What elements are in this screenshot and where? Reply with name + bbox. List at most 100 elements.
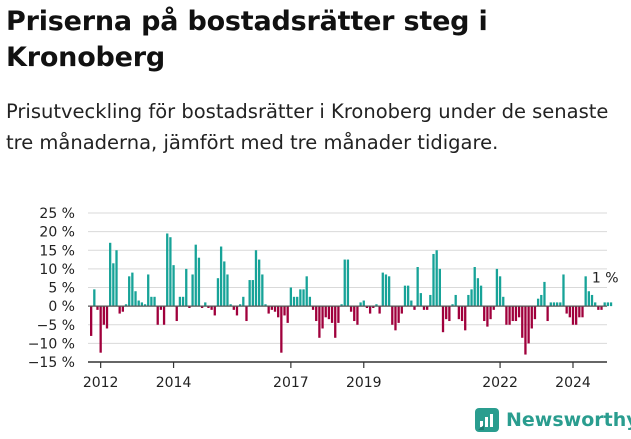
bar [194,244,197,307]
bar [235,306,239,316]
bar [524,306,527,355]
bar [337,306,340,323]
bar [156,306,159,325]
bar [479,285,483,307]
bar [546,306,549,322]
bar [191,274,194,307]
bar [102,306,105,325]
bar [264,304,267,307]
bar [391,306,394,325]
bar [451,304,454,307]
bar [359,302,362,307]
bar [460,306,464,322]
bar [600,306,603,310]
bar [597,306,600,310]
bar [292,296,296,307]
y-axis-tick-labels: 25 % 20 % 15 % 10 % 5 % 0 % −5 % −10 % −15 % [28,206,75,371]
bar [153,296,156,307]
bar [296,296,299,307]
x-tick-label: 2024 [555,375,591,391]
bar [530,306,533,329]
bar [118,306,121,314]
bar [540,294,543,307]
bar [169,237,172,307]
bar [362,300,365,307]
bar [321,306,324,329]
bar [441,306,445,333]
bar [559,302,562,307]
y-tick-label: 20 % [39,225,75,241]
bar [394,306,397,331]
bar [232,306,235,310]
bar [584,276,587,307]
bar [273,306,277,312]
bar [261,274,264,307]
bar [464,306,467,331]
bar [302,289,305,307]
bar [343,259,346,307]
bar [555,302,559,307]
bar [245,306,248,322]
bar [181,296,185,307]
y-tick-label: 5 % [48,281,75,297]
bar [429,294,432,307]
bar [454,294,457,307]
bar [495,268,499,307]
bar [175,306,178,322]
bar [254,250,258,307]
chart-subtitle: Prisutveckling för bostadsrätter i Krono… [6,100,609,154]
bar [578,306,581,318]
bar [308,296,312,307]
bar [476,278,480,307]
bar [422,306,426,310]
bar [552,302,556,307]
bar [489,306,492,320]
bar [438,268,441,307]
bar [150,296,153,307]
bar [99,306,102,353]
bar [603,302,606,307]
bar [483,306,486,322]
bar [397,306,400,323]
bar [324,306,327,318]
bar [407,285,410,307]
bar [216,278,220,307]
bar [356,306,359,325]
bar [238,304,242,307]
bar [353,306,356,322]
x-tick-label: 2014 [156,375,192,391]
bar-series [90,233,613,355]
bar [378,306,381,314]
bar [533,306,537,320]
bar [502,296,505,307]
bar [147,274,150,307]
y-tick-label: −10 % [28,336,75,352]
brand-name: Newsworthy [506,409,631,431]
bar [96,306,99,310]
bar [505,306,508,325]
bar [330,306,334,323]
bar [172,265,175,307]
bar [258,259,261,307]
bar [435,250,438,307]
bar [543,281,546,307]
y-tick-label: −15 % [28,355,75,371]
bar [410,300,413,307]
bar [508,306,511,325]
bar [609,302,613,307]
bar [242,296,245,307]
bar [375,304,378,307]
bar [368,306,372,314]
bar [384,274,388,307]
bar [283,306,286,316]
bar [365,306,369,308]
bar [204,302,207,307]
bar [426,306,429,310]
bar [121,306,124,312]
chart-title: Priserna på bostadsrätter steg i Kronobe… [6,6,488,73]
bar [137,300,140,307]
bar [124,304,128,307]
bar [105,306,109,329]
bar [115,250,118,307]
bar [349,306,353,312]
